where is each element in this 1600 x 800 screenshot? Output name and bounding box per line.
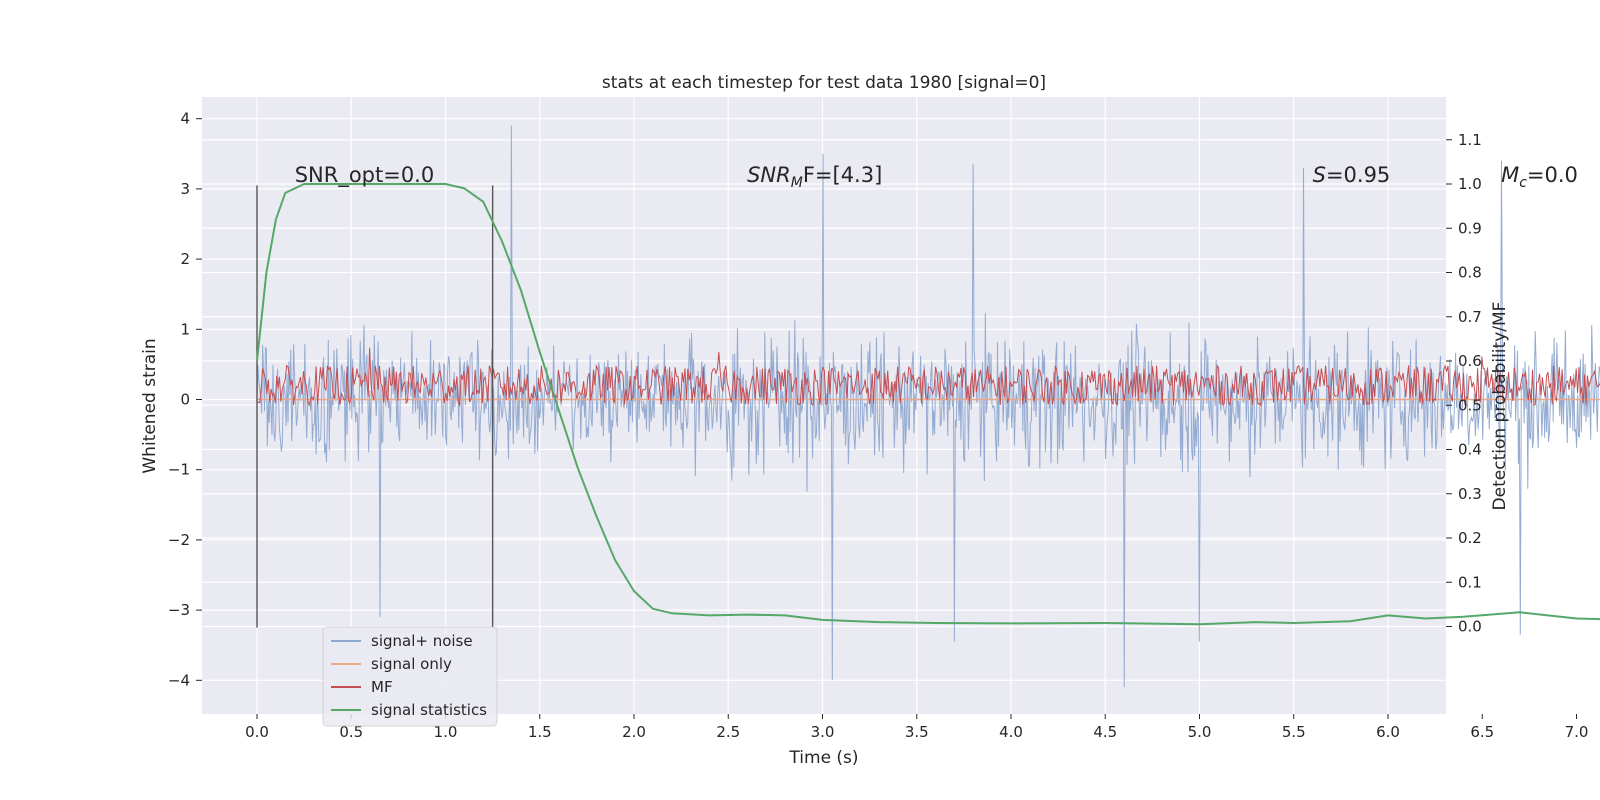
chart-title: stats at each timestep for test data 198… (602, 73, 1046, 93)
y-tick-label: 1 (180, 320, 190, 338)
x-tick-label: 4.0 (999, 723, 1023, 741)
y-right-tick-label: 0.8 (1458, 264, 1482, 282)
y-right-tick-label: 0.9 (1458, 219, 1482, 237)
y-right-tick-label: 0.7 (1458, 308, 1482, 326)
legend: signal+ noise signal only MF signal stat… (322, 626, 498, 727)
y-right-tick-label: 0.6 (1458, 352, 1482, 370)
x-tick-label: 4.5 (1093, 723, 1117, 741)
x-tick-label: 6.0 (1376, 723, 1400, 741)
legend-label-signal-noise: signal+ noise (371, 632, 473, 650)
y-right-tick-label: 0.5 (1458, 396, 1482, 414)
y-right-tick-label: 0.4 (1458, 441, 1482, 459)
x-tick-label: 2.0 (622, 723, 646, 741)
y-right-axis-label: Detection probability/MF (1490, 302, 1510, 511)
x-tick-label: 2.5 (716, 723, 740, 741)
y-tick-label: 4 (180, 110, 190, 128)
signal-statistics-line (256, 183, 1600, 626)
x-tick-label: 1.0 (434, 723, 458, 741)
y-tick-label: −1 (168, 461, 190, 479)
annotations: SNR_opt=0.0 SNRMF=[4.3] S=0.95 Mc=0.0 (295, 163, 1578, 191)
x-tick-label: 6.5 (1470, 723, 1494, 741)
x-tick-label: 3.5 (905, 723, 929, 741)
marker-lines (256, 185, 494, 628)
y-tick-label: −4 (168, 671, 190, 689)
y-tick-label: 0 (180, 391, 190, 409)
x-tick-label: 1.5 (528, 723, 552, 741)
legend-box (322, 626, 498, 727)
y-right-tick-label: 0.2 (1458, 529, 1482, 547)
legend-label-signal-only: signal only (371, 655, 452, 673)
y-axis-ticks: −4 −3 −2 −1 0 1 2 3 4 (168, 110, 202, 689)
annotation-2: SNRMF=[4.3] (747, 163, 882, 191)
y-right-tick-label: 1.0 (1458, 175, 1482, 193)
x-tick-label: 5.0 (1188, 723, 1212, 741)
y-right-tick-label: 0.3 (1458, 485, 1482, 503)
x-tick-label: 0.5 (339, 723, 363, 741)
y-right-tick-label: 0.0 (1458, 618, 1482, 636)
legend-label-signal-statistics: signal statistics (371, 701, 487, 719)
y-tick-label: 2 (180, 250, 190, 268)
annotation-4: Mc=0.0 (1501, 163, 1578, 191)
signal-statistics-series (256, 183, 1600, 626)
y-right-tick-label: 0.1 (1458, 573, 1482, 591)
x-tick-label: 3.0 (811, 723, 835, 741)
x-axis-label: Time (s) (788, 748, 858, 768)
x-tick-label: 0.0 (245, 723, 269, 741)
legend-label-mf: MF (371, 678, 393, 696)
y-axis-label: Whitened strain (140, 338, 160, 473)
x-tick-label: 5.5 (1282, 723, 1306, 741)
y-tick-label: 3 (180, 180, 190, 198)
x-tick-label: 7.0 (1565, 723, 1589, 741)
annotation-1: SNR_opt=0.0 (295, 163, 435, 188)
x-axis-ticks: 0.0 0.5 1.0 1.5 2.0 2.5 3.0 3.5 4.0 4.5 5.0 5.5 6.0 6… (245, 714, 1589, 741)
y-tick-label: −2 (168, 531, 190, 549)
y-tick-label: −3 (168, 601, 190, 619)
mf-series (256, 347, 1600, 408)
y-right-axis-ticks: 0.0 0.1 0.2 0.3 0.4 0.5 0.6 0.7 0.8 0.9 1.0 1.1 (1446, 131, 1482, 636)
mf-line (256, 347, 1600, 408)
y-right-tick-label: 1.1 (1458, 131, 1482, 149)
annotation-3: S=0.95 (1313, 163, 1391, 187)
